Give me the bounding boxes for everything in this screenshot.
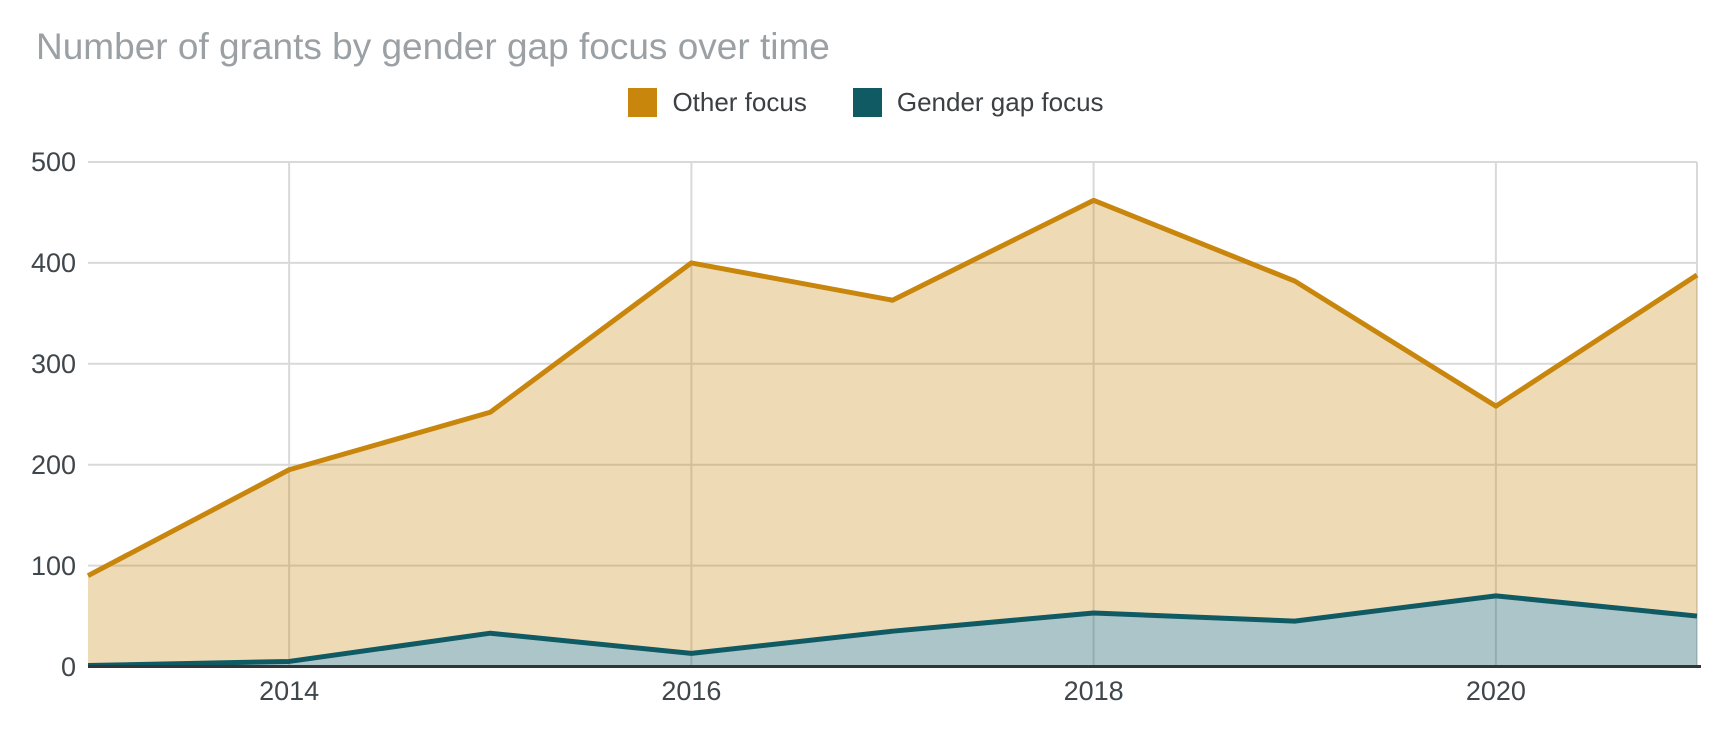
other-focus-area (88, 200, 1697, 666)
gender-gap-line (87, 593, 1698, 668)
x-tick-label: 2018 (1063, 676, 1124, 706)
x-tick-label: 2014 (259, 676, 320, 706)
y-tick-label: 300 (30, 348, 76, 379)
chart-title: Number of grants by gender gap focus ove… (36, 26, 830, 67)
y-tick-label: 200 (30, 449, 76, 480)
y-tick-label: 500 (30, 147, 76, 177)
gender-gap-swatch-icon (852, 88, 882, 117)
y-tick-label: 400 (30, 247, 76, 278)
other-focus-swatch-icon (628, 88, 658, 117)
legend-label: Other focus (672, 87, 807, 117)
legend: Other focus Gender gap focus (0, 87, 1732, 118)
x-tick-label: 2016 (661, 676, 722, 706)
legend-item-other-focus: Other focus (628, 87, 807, 118)
legend-item-gender-gap-focus: Gender gap focus (852, 87, 1104, 118)
y-tick-label: 100 (30, 550, 76, 581)
legend-label: Gender gap focus (896, 87, 1104, 117)
other-focus-line (86, 197, 1699, 578)
y-tick-label: 0 (60, 651, 76, 682)
x-tick-label: 2020 (1465, 676, 1526, 706)
